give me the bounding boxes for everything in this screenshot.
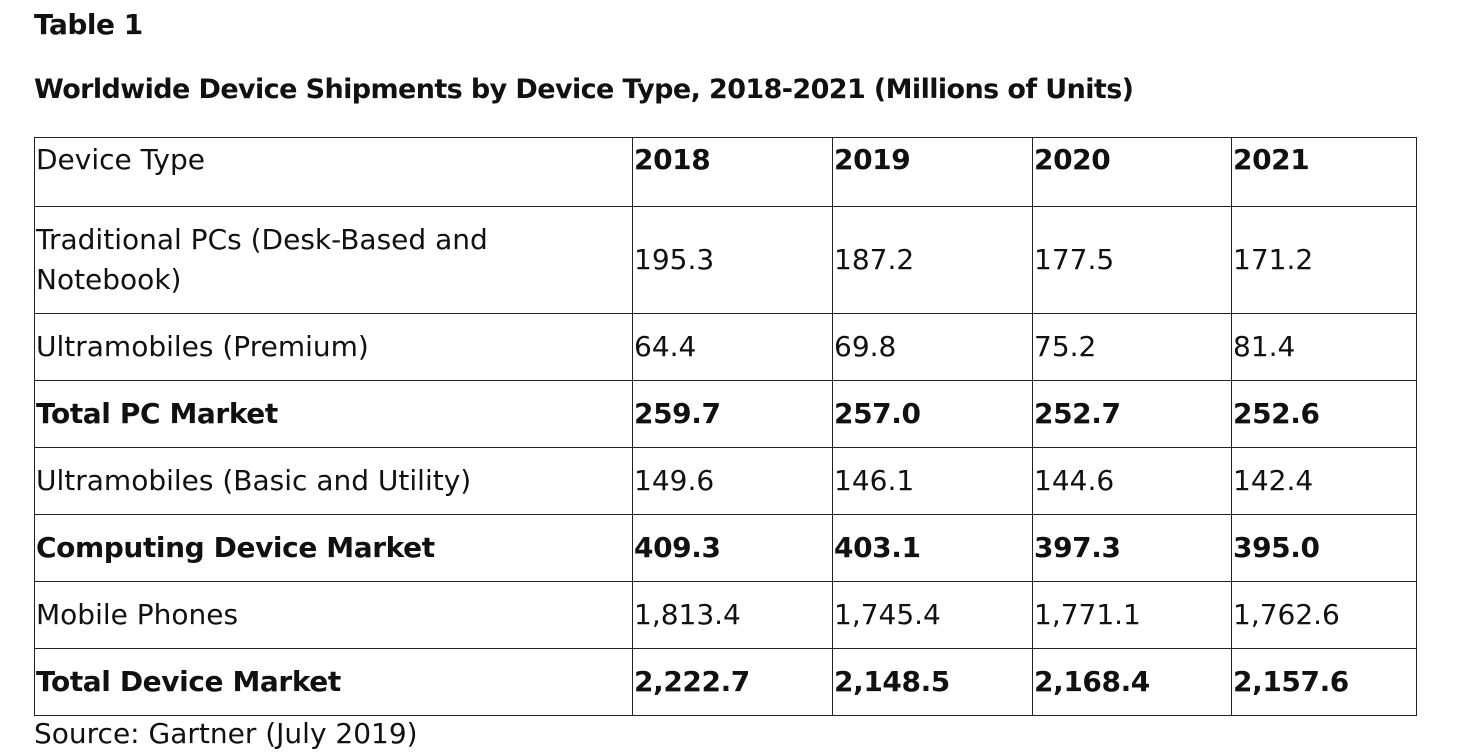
column-header-device-type: Device Type	[34, 137, 633, 207]
cell-2019: 257.0	[832, 380, 1033, 448]
column-header-2019: 2019	[832, 137, 1033, 207]
column-header-2018: 2018	[632, 137, 833, 207]
cell-2019: 1,745.4	[832, 581, 1033, 649]
cell-2019: 403.1	[832, 514, 1033, 582]
cell-2020: 2,168.4	[1032, 648, 1232, 716]
cell-2018: 409.3	[632, 514, 833, 582]
row-label: Total PC Market	[34, 380, 633, 448]
cell-2021: 395.0	[1231, 514, 1417, 582]
table-title: Worldwide Device Shipments by Device Typ…	[34, 74, 1134, 105]
table-label: Table 1	[34, 8, 143, 41]
cell-2018: 2,222.7	[632, 648, 833, 716]
cell-2021: 2,157.6	[1231, 648, 1417, 716]
row-label: Ultramobiles (Basic and Utility)	[34, 447, 633, 515]
device-shipments-table: Device Type 2018 2019 2020 2021 Traditio…	[34, 137, 1417, 716]
cell-2018: 195.3	[632, 206, 833, 314]
cell-2018: 149.6	[632, 447, 833, 515]
cell-2020: 177.5	[1032, 206, 1232, 314]
table-row: Ultramobiles (Basic and Utility) 149.6 1…	[34, 447, 1417, 515]
cell-2020: 252.7	[1032, 380, 1232, 448]
row-label: Ultramobiles (Premium)	[34, 313, 633, 381]
column-header-2021: 2021	[1231, 137, 1417, 207]
cell-2021: 252.6	[1231, 380, 1417, 448]
table-row: Traditional PCs (Desk-Based and Notebook…	[34, 206, 1417, 314]
row-label: Total Device Market	[34, 648, 633, 716]
table-row: Mobile Phones 1,813.4 1,745.4 1,771.1 1,…	[34, 581, 1417, 649]
table-header-row: Device Type 2018 2019 2020 2021	[34, 137, 1417, 207]
cell-2019: 187.2	[832, 206, 1033, 314]
table-row-total: Total PC Market 259.7 257.0 252.7 252.6	[34, 380, 1417, 448]
cell-2018: 1,813.4	[632, 581, 833, 649]
cell-2019: 146.1	[832, 447, 1033, 515]
cell-2019: 2,148.5	[832, 648, 1033, 716]
cell-2020: 144.6	[1032, 447, 1232, 515]
column-header-2020: 2020	[1032, 137, 1232, 207]
cell-2021: 142.4	[1231, 447, 1417, 515]
cell-2020: 1,771.1	[1032, 581, 1232, 649]
table-row-total: Total Device Market 2,222.7 2,148.5 2,16…	[34, 648, 1417, 716]
row-label: Computing Device Market	[34, 514, 633, 582]
cell-2021: 171.2	[1231, 206, 1417, 314]
cell-2019: 69.8	[832, 313, 1033, 381]
row-label: Mobile Phones	[34, 581, 633, 649]
cell-2018: 64.4	[632, 313, 833, 381]
cell-2020: 75.2	[1032, 313, 1232, 381]
table-row-total: Computing Device Market 409.3 403.1 397.…	[34, 514, 1417, 582]
cell-2018: 259.7	[632, 380, 833, 448]
source-note: Source: Gartner (July 2019)	[34, 717, 418, 750]
cell-2021: 1,762.6	[1231, 581, 1417, 649]
cell-2020: 397.3	[1032, 514, 1232, 582]
row-label: Traditional PCs (Desk-Based and Notebook…	[34, 206, 633, 314]
cell-2021: 81.4	[1231, 313, 1417, 381]
table-row: Ultramobiles (Premium) 64.4 69.8 75.2 81…	[34, 313, 1417, 381]
